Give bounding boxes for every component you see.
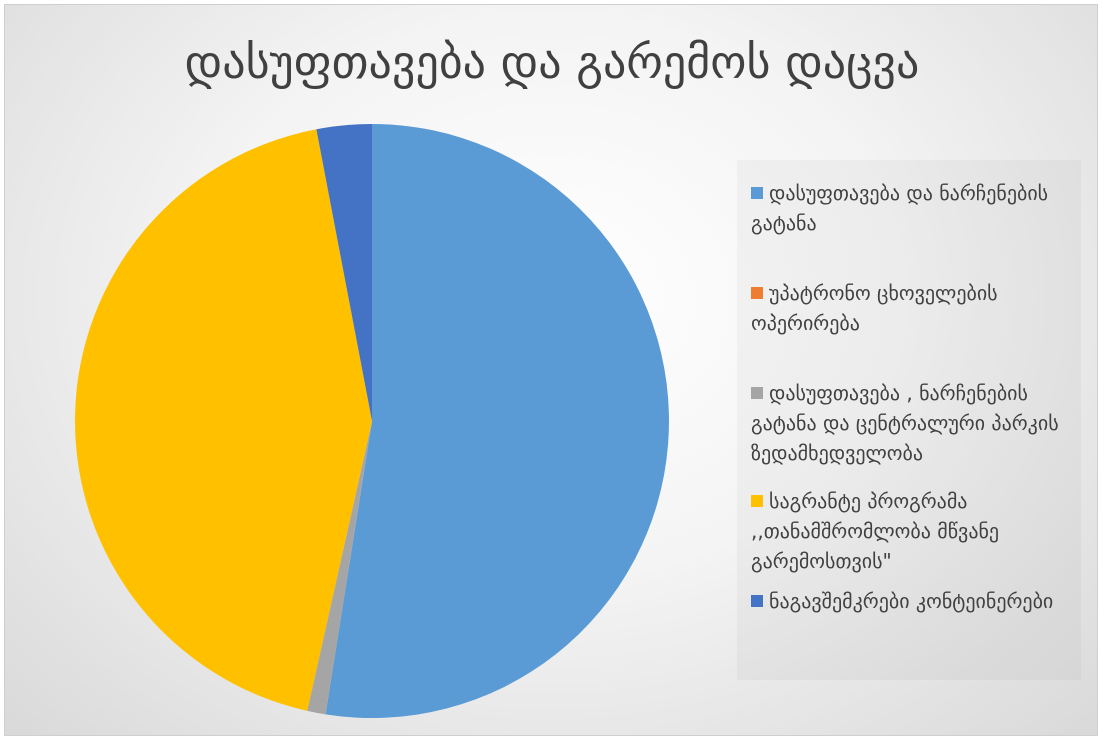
pie-slice-2 [307,421,372,715]
legend-swatch [751,387,763,399]
legend-swatch [751,287,763,299]
pie-slice-0 [325,124,670,718]
legend-swatch [751,187,763,199]
legend-label: ნაგავშემკრები კონტეინერები [769,589,1054,613]
legend-item: დასუფთავება და ნარჩენების გატანა [751,178,1075,238]
legend-item: დასუფთავება , ნარჩენების გატანა და ცენტრ… [751,378,1075,468]
legend-label: საგრანტე პროგრამა ,,თანამშრომლობა მწვანე… [751,489,1000,573]
legend-label: დასუფთავება და ნარჩენების გატანა [751,181,1049,235]
legend-item: ნაგავშემკრები კონტეინერები [751,586,1075,616]
legend-swatch [751,595,763,607]
legend-swatch [751,495,763,507]
legend-label: უპატრონო ცხოველების ოპერირება [751,281,998,335]
legend-item: უპატრონო ცხოველების ოპერირება [751,278,1075,338]
legend-item: საგრანტე პროგრამა ,,თანამშრომლობა მწვანე… [751,486,1075,576]
legend-label: დასუფთავება , ნარჩენების გატანა და ცენტრ… [751,381,1059,465]
legend: დასუფთავება და ნარჩენების გატანა უპატრონ… [737,160,1081,680]
pie-slice-3 [75,129,372,711]
pie-chart [75,124,670,718]
chart-area: დასუფთავება და გარემოს დაცვა დასუფთავება… [4,4,1098,736]
pie-slice-4 [316,124,372,421]
chart-title: დასუფთავება და გარემოს დაცვა [184,35,920,89]
